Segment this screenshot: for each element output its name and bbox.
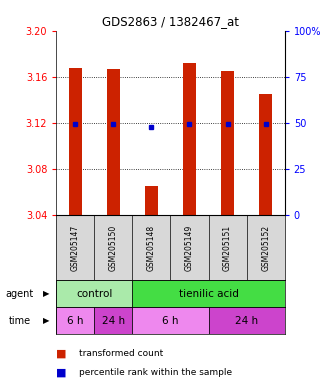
- Text: agent: agent: [5, 289, 33, 299]
- Text: GSM205149: GSM205149: [185, 225, 194, 271]
- Bar: [209, 307, 285, 334]
- Text: GSM205147: GSM205147: [71, 225, 80, 271]
- Text: ▶: ▶: [43, 289, 50, 298]
- Text: ■: ■: [56, 348, 67, 358]
- Text: control: control: [76, 289, 113, 299]
- Text: ▶: ▶: [43, 316, 50, 325]
- Text: GSM205148: GSM205148: [147, 225, 156, 271]
- Text: GSM205150: GSM205150: [109, 225, 118, 271]
- Bar: [94, 307, 132, 334]
- Title: GDS2863 / 1382467_at: GDS2863 / 1382467_at: [102, 15, 239, 28]
- Text: time: time: [8, 316, 30, 326]
- Text: GSM205152: GSM205152: [261, 225, 270, 271]
- Bar: [221, 71, 234, 215]
- Bar: [132, 307, 209, 334]
- Text: percentile rank within the sample: percentile rank within the sample: [79, 368, 233, 377]
- Text: GSM205151: GSM205151: [223, 225, 232, 271]
- Bar: [107, 69, 120, 215]
- Bar: [56, 280, 132, 307]
- Text: 24 h: 24 h: [235, 316, 258, 326]
- Bar: [145, 186, 158, 215]
- Bar: [56, 307, 94, 334]
- Text: 24 h: 24 h: [102, 316, 125, 326]
- Bar: [259, 94, 272, 215]
- Text: tienilic acid: tienilic acid: [179, 289, 238, 299]
- Text: 6 h: 6 h: [67, 316, 83, 326]
- Bar: [69, 68, 82, 215]
- Bar: [183, 63, 196, 215]
- Text: 6 h: 6 h: [162, 316, 179, 326]
- Text: ■: ■: [56, 367, 67, 377]
- Text: transformed count: transformed count: [79, 349, 164, 358]
- Bar: [132, 280, 285, 307]
